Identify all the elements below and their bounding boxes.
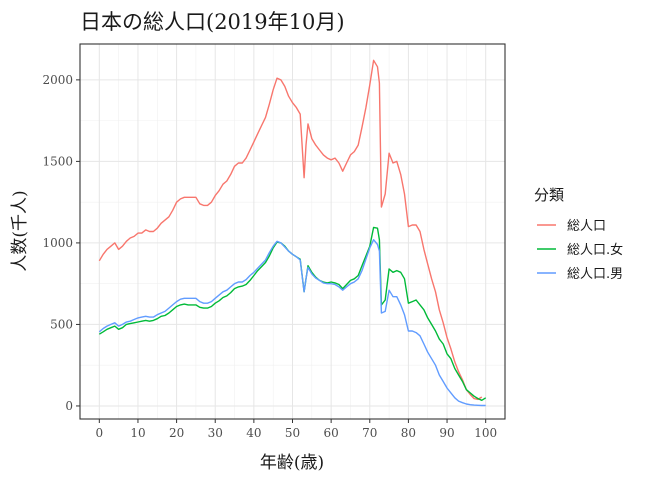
legend-label-1: 総人口 [567,219,606,234]
y-tick-label: 1000 [42,236,73,250]
legend-label-3: 総人口.男 [567,267,623,282]
x-tick-label: 90 [439,426,454,440]
chart-title: 日本の総人口(2019年10月) [80,10,345,34]
y-tick-label: 500 [50,317,73,331]
series-lines [98,59,487,407]
x-axis: 0 10 20 30 40 50 60 70 80 90 100 [95,419,497,440]
y-axis-title: 人数(千人) [10,190,30,271]
y-axis: 0 500 1000 1500 2000 [42,73,80,413]
y-tick-label: 1500 [42,154,73,168]
x-tick-label: 60 [323,426,338,440]
series-line-1 [98,59,483,401]
x-tick-label: 40 [246,426,261,440]
grid [80,44,505,419]
x-axis-title: 年齢(歳) [260,453,324,473]
legend-title: 分類 [534,186,564,204]
legend-label-2: 総人口.女 [567,242,623,258]
x-tick-label: 100 [474,426,497,440]
x-tick-label: 80 [401,426,416,440]
x-tick-label: 10 [130,426,145,440]
y-tick-label: 2000 [42,73,73,87]
x-tick-label: 30 [208,426,223,440]
x-tick-label: 70 [362,426,377,440]
x-tick-label: 50 [285,426,300,440]
series-line-3 [98,238,486,407]
x-tick-label: 0 [95,426,103,440]
y-tick-label: 0 [65,399,73,413]
x-tick-label: 20 [169,426,184,440]
